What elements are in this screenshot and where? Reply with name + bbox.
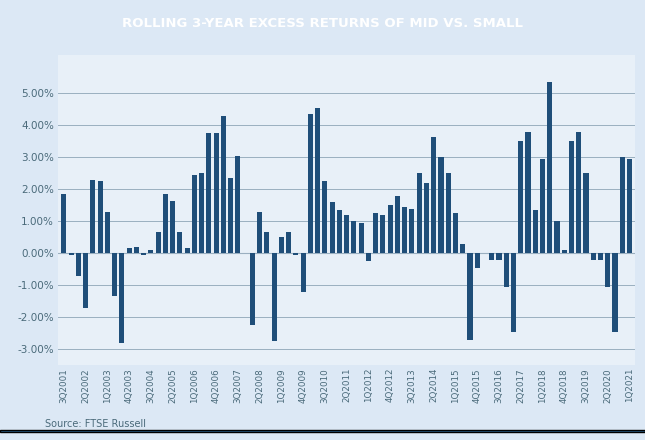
- Bar: [105, 212, 110, 253]
- Bar: [591, 253, 596, 260]
- Bar: [250, 253, 255, 325]
- Bar: [235, 156, 241, 253]
- Bar: [155, 232, 161, 253]
- Bar: [424, 183, 429, 253]
- Bar: [199, 173, 204, 253]
- Bar: [192, 175, 197, 253]
- FancyBboxPatch shape: [0, 430, 645, 432]
- Bar: [97, 181, 103, 253]
- Bar: [228, 178, 233, 253]
- Bar: [126, 249, 132, 253]
- Bar: [598, 253, 603, 260]
- Bar: [489, 253, 494, 260]
- Bar: [518, 141, 523, 253]
- Bar: [264, 232, 270, 253]
- Bar: [576, 132, 581, 253]
- Bar: [141, 253, 146, 255]
- Bar: [584, 173, 588, 253]
- Bar: [627, 159, 632, 253]
- Bar: [569, 141, 574, 253]
- Bar: [381, 215, 386, 253]
- Bar: [620, 158, 625, 253]
- Bar: [184, 249, 190, 253]
- Bar: [148, 250, 154, 253]
- Bar: [562, 250, 567, 253]
- Bar: [344, 215, 349, 253]
- Bar: [61, 194, 66, 253]
- Bar: [468, 253, 473, 340]
- Bar: [547, 82, 552, 253]
- Bar: [460, 244, 465, 253]
- Bar: [417, 173, 422, 253]
- Bar: [134, 247, 139, 253]
- Bar: [511, 253, 516, 332]
- Bar: [322, 181, 328, 253]
- Bar: [221, 116, 226, 253]
- Bar: [301, 253, 306, 292]
- Bar: [330, 202, 335, 253]
- Text: Source: FTSE Russell: Source: FTSE Russell: [45, 419, 146, 429]
- Bar: [439, 158, 444, 253]
- Bar: [308, 114, 313, 253]
- Bar: [213, 133, 219, 253]
- Bar: [453, 213, 458, 253]
- Bar: [402, 207, 407, 253]
- Bar: [170, 201, 175, 253]
- Bar: [286, 232, 291, 253]
- Bar: [279, 237, 284, 253]
- Bar: [613, 253, 617, 332]
- Bar: [410, 209, 415, 253]
- Bar: [337, 210, 342, 253]
- Bar: [366, 253, 371, 261]
- Bar: [177, 232, 183, 253]
- Bar: [431, 136, 436, 253]
- Bar: [555, 221, 560, 253]
- Bar: [388, 205, 393, 253]
- Bar: [497, 253, 502, 260]
- Bar: [76, 253, 81, 275]
- Bar: [475, 253, 480, 268]
- Bar: [373, 213, 378, 253]
- Bar: [68, 253, 74, 255]
- Bar: [395, 196, 400, 253]
- Bar: [83, 253, 88, 308]
- Bar: [206, 133, 212, 253]
- Bar: [352, 221, 357, 253]
- Bar: [293, 253, 299, 255]
- Bar: [315, 108, 320, 253]
- Bar: [257, 212, 263, 253]
- Bar: [112, 253, 117, 297]
- Text: ROLLING 3-YEAR EXCESS RETURNS OF MID VS. SMALL: ROLLING 3-YEAR EXCESS RETURNS OF MID VS.…: [122, 17, 523, 29]
- Bar: [504, 253, 509, 287]
- Bar: [90, 180, 95, 253]
- Bar: [359, 223, 364, 253]
- Bar: [446, 173, 451, 253]
- Bar: [526, 132, 531, 253]
- Bar: [540, 159, 545, 253]
- Bar: [119, 253, 124, 343]
- Bar: [605, 253, 610, 287]
- Bar: [163, 194, 168, 253]
- Bar: [272, 253, 277, 341]
- Bar: [533, 210, 538, 253]
